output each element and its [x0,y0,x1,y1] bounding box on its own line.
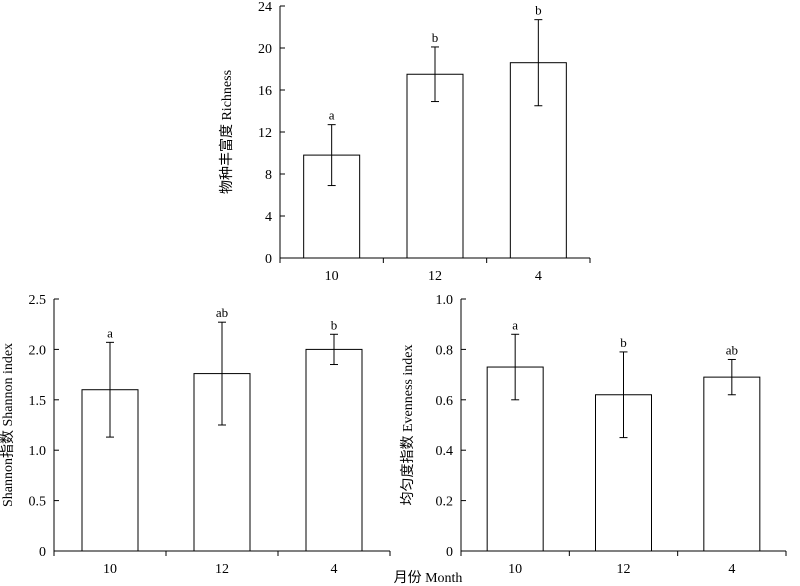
x-tick-label: 12 [428,269,442,284]
x-tick-label: 12 [617,562,631,577]
y-tick-label: 20 [258,42,272,57]
chart-panel-2: 0 0.5 1.0 1.5 2.0 2.5 a 10 ab 12 b 4 Shannon指数 Shann… [0,293,391,577]
x-tick-label: 10 [325,269,339,284]
y-tick-label: 24 [258,0,272,15]
y-tick-label: 0 [446,545,453,560]
x-tick-label: 10 [103,562,117,577]
significance-letter: ab [726,342,738,357]
y-tick-label: 1.0 [29,444,47,459]
x-tick-label: 10 [508,562,522,577]
x-tick-label: 12 [215,562,229,577]
y-tick-label: 0.4 [436,444,454,459]
bar [406,73,464,259]
y-tick-label: 0 [265,252,272,267]
y-axis-title: 物种丰富度 Richness [218,70,235,194]
y-tick-label: 16 [258,84,272,99]
y-tick-label: 1.5 [29,394,47,409]
x-tick-label: 4 [728,562,735,577]
significance-letter: a [329,108,335,123]
significance-letter: b [535,3,542,18]
bar [305,348,363,552]
y-axis-title: Shannon指数 Shannon index [0,343,16,507]
significance-letter: a [107,325,113,340]
bar [703,376,761,552]
significance-letter: a [512,317,518,332]
y-axis-title: 均匀度指数 Evenness index [400,345,416,506]
y-tick-label: 0 [39,545,46,560]
significance-letter: ab [216,305,228,320]
y-tick-label: 1.0 [436,293,454,308]
y-tick-label: 0.6 [436,394,454,409]
y-tick-label: 12 [258,126,272,141]
chart-panel-3: 0 0.2 0.4 0.6 0.8 1.0 a 10 b 12 ab 4 均匀度指数 Evenness … [400,293,787,577]
y-tick-label: 2.0 [29,343,47,358]
y-tick-label: 0.5 [29,495,47,510]
significance-letter: b [331,317,338,332]
y-tick-label: 4 [265,210,272,225]
significance-letter: b [432,30,439,45]
x-tick-label: 4 [331,562,338,577]
y-tick-label: 0.2 [436,495,454,510]
significance-letter: b [620,335,627,350]
y-tick-label: 2.5 [29,293,47,308]
x-tick-label: 4 [535,269,542,284]
y-tick-label: 0.8 [436,343,454,358]
y-tick-label: 8 [265,168,272,183]
chart-panel-1: 0 4 8 12 16 20 24 a 10 b 12 b 4 物种丰富度 Richness [218,0,591,284]
x-axis-title: 月份 Month [394,570,463,586]
